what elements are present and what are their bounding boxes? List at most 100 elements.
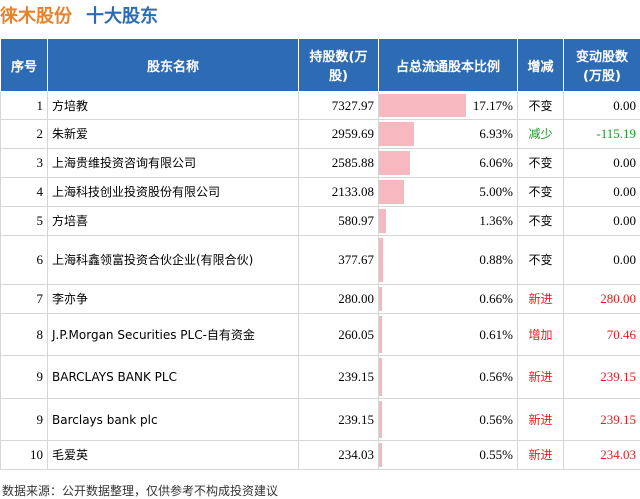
shares: 260.05 xyxy=(298,313,379,356)
footer: 数据来源：公开数据整理，仅供参考不构成投资建议 xyxy=(2,484,279,498)
ratio-label: 1.36% xyxy=(479,213,513,228)
table-row: 10 毛爱英 234.03 0.55% 新进 234.03 xyxy=(0,440,640,470)
ratio-label: 0.55% xyxy=(479,447,513,462)
change-amount: 0.00 xyxy=(563,148,640,178)
shares: 280.00 xyxy=(298,284,379,314)
table-row: 2 朱新爱 2959.69 6.93% 减少 -115.19 xyxy=(0,119,640,149)
ratio-bar xyxy=(379,238,384,282)
change-amount: 239.15 xyxy=(563,355,640,399)
shares: 377.67 xyxy=(298,235,379,285)
ratio-cell: 17.17% xyxy=(378,91,518,120)
change-amount: 0.00 xyxy=(563,235,640,285)
holder-name: 李亦争 xyxy=(47,284,299,314)
table-row: 7 李亦争 280.00 0.66% 新进 280.00 xyxy=(0,284,640,314)
ratio-cell: 6.06% xyxy=(378,148,518,178)
column-header: 股东名称 xyxy=(47,38,299,92)
shares: 239.15 xyxy=(298,355,379,399)
change: 新进 xyxy=(517,440,564,470)
ratio-label: 6.93% xyxy=(479,126,513,141)
ratio-label: 17.17% xyxy=(472,97,513,113)
column-header: 增减 xyxy=(517,38,564,92)
ratio-label: 0.56% xyxy=(479,411,513,427)
ratio-cell: 0.55% xyxy=(378,440,518,470)
table-row: 6 上海科鑫领富投资合伙企业(有限合伙) 377.67 0.88% 不变 0.00 xyxy=(0,235,640,285)
ratio-bar xyxy=(379,94,466,117)
column-header: 序号 xyxy=(0,38,48,92)
change: 新进 xyxy=(517,355,564,399)
shares: 2133.08 xyxy=(298,177,379,207)
ratio-label: 0.61% xyxy=(479,326,513,342)
ratio-bar xyxy=(379,316,383,353)
rank: 9 xyxy=(0,355,48,399)
ratio-label: 6.06% xyxy=(479,155,513,170)
table-row: 5 方培喜 580.97 1.36% 不变 0.00 xyxy=(0,206,640,236)
change-amount: 280.00 xyxy=(563,284,640,314)
column-header: 占总流通股本比例 xyxy=(378,38,518,92)
title: 徕木股份 十大股东 xyxy=(0,2,158,28)
shares: 2585.88 xyxy=(298,148,379,178)
holder-name: Barclays bank plc xyxy=(47,398,299,441)
change-amount: -115.19 xyxy=(563,119,640,149)
ratio-label: 0.88% xyxy=(479,252,513,267)
shares: 239.15 xyxy=(298,398,379,441)
holder-name: 方培教 xyxy=(47,91,299,120)
rank: 7 xyxy=(0,284,48,314)
holder-name: 上海贵维投资咨询有限公司 xyxy=(47,148,299,178)
ratio-bar xyxy=(379,151,410,175)
table-row: 8 J.P.Morgan Securities PLC-自有资金 260.05 0.6… xyxy=(0,313,640,356)
change-amount: 239.15 xyxy=(563,398,640,441)
rank: 4 xyxy=(0,177,48,207)
change: 不变 xyxy=(517,206,564,236)
ratio-label: 0.56% xyxy=(479,369,513,384)
header-row: 序号 股东名称 持股数(万股) 占总流通股本比例 增减 变动股数(万股) xyxy=(0,38,640,92)
holder-name: 朱新爱 xyxy=(47,119,299,149)
ratio-bar xyxy=(379,287,383,311)
change: 减少 xyxy=(517,119,564,149)
ratio-cell: 0.56% xyxy=(378,355,518,399)
rank: 10 xyxy=(0,440,48,470)
holder-name: BARCLAYS BANK PLC xyxy=(47,355,299,399)
ratio-bar xyxy=(379,401,382,438)
change: 增加 xyxy=(517,313,564,356)
change-amount: 0.00 xyxy=(563,206,640,236)
shares: 2959.69 xyxy=(298,119,379,149)
ratio-label: 5.00% xyxy=(479,184,513,199)
change-amount: 234.03 xyxy=(563,440,640,470)
ratio-cell: 0.88% xyxy=(378,235,518,285)
change: 不变 xyxy=(517,177,564,207)
holder-name: 上海科技创业投资股份有限公司 xyxy=(47,177,299,207)
change: 新进 xyxy=(517,398,564,441)
column-header: 持股数(万股) xyxy=(298,38,379,92)
rank: 2 xyxy=(0,119,48,149)
ratio-cell: 1.36% xyxy=(378,206,518,236)
table-row: 9 Barclays bank plc 239.15 0.56% 新进 239.15 xyxy=(0,398,640,441)
rank: 8 xyxy=(0,313,48,356)
shares: 7327.97 xyxy=(298,91,379,120)
column-header: 变动股数(万股) xyxy=(563,38,640,92)
ratio-bar xyxy=(379,122,415,146)
rank: 1 xyxy=(0,91,48,120)
table-row: 9 BARCLAYS BANK PLC 239.15 0.56% 新进 239.15 xyxy=(0,355,640,399)
change-amount: 0.00 xyxy=(563,177,640,207)
shares: 234.03 xyxy=(298,440,379,470)
table-row: 4 上海科技创业投资股份有限公司 2133.08 5.00% 不变 0.00 xyxy=(0,177,640,207)
holder-name: 方培喜 xyxy=(47,206,299,236)
ratio-bar xyxy=(379,443,382,467)
holder-name: 毛爱英 xyxy=(47,440,299,470)
change-amount: 0.00 xyxy=(563,91,640,120)
rank: 3 xyxy=(0,148,48,178)
company: 徕木股份 xyxy=(0,6,72,27)
ratio-cell: 0.61% xyxy=(378,313,518,356)
ratio-cell: 0.56% xyxy=(378,398,518,441)
ratio-bar xyxy=(379,209,386,233)
rank: 6 xyxy=(0,235,48,285)
ratio-cell: 5.00% xyxy=(378,177,518,207)
ratio-label: 0.66% xyxy=(479,291,513,306)
rank: 5 xyxy=(0,206,48,236)
rank: 9 xyxy=(0,398,48,441)
ratio-bar xyxy=(379,180,405,204)
ratio-cell: 6.93% xyxy=(378,119,518,149)
change-amount: 70.46 xyxy=(563,313,640,356)
holder-name: J.P.Morgan Securities PLC-自有资金 xyxy=(47,313,299,356)
